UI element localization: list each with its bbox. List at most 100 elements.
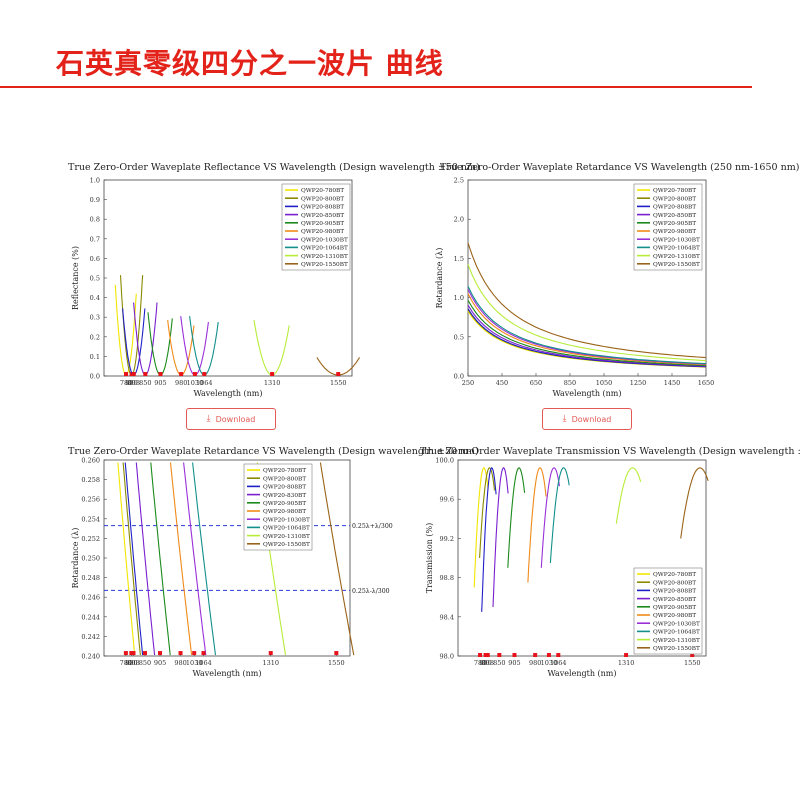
y-tick-label: 99.6 (440, 496, 454, 504)
legend-entry: QWP20-1064BT (653, 246, 700, 252)
y-tick-label: 0.2 (90, 333, 100, 341)
x-tick-label: 1250 (630, 379, 647, 387)
reflectance-chart: 0.0 0.1 0.2 0.3 0.4 0.5 0.6 0.7 0.8 0.9 1.0 7808008… (71, 177, 361, 398)
legend-entry: QWP20-980BT (263, 509, 306, 515)
x-tick-label: 1050 (596, 379, 613, 387)
x-axis-label: Wavelength (nm) (547, 669, 616, 678)
retardance-zoom-design-marker (268, 651, 273, 656)
x-tick-label: 905 (508, 659, 520, 667)
reflectance-design-marker (202, 372, 207, 377)
retardance-zoom-design-marker (178, 651, 183, 656)
retardance-series-line (467, 308, 707, 368)
transmission-design-marker (485, 653, 490, 658)
legend-entry: QWP20-800BT (301, 196, 344, 202)
chart-title-transmission: True Zero-Order Waveplate Transmission V… (420, 446, 800, 457)
retardance-zoom-design-marker (143, 651, 147, 656)
y-tick-label: 100.0 (435, 457, 454, 465)
x-tick-label: 780 (120, 659, 132, 667)
reflectance-design-marker (143, 372, 148, 377)
x-tick-label: 1310 (264, 379, 281, 387)
y-tick-label: 0.242 (81, 633, 100, 641)
x-tick-label: 650 (530, 379, 542, 387)
download-button-retardance[interactable]: ⤓ Download (542, 408, 632, 430)
transmission-series-line (615, 467, 642, 524)
transmission-design-marker (546, 653, 551, 658)
chart-title-reflectance: True Zero-Order Waveplate Reflectance VS… (68, 162, 480, 173)
legend-entry: QWP20-1550BT (653, 262, 700, 268)
x-tick-label: 1310 (262, 659, 279, 667)
legend-entry: QWP20-1550BT (301, 262, 348, 268)
legend-entry: QWP20-905BT (653, 221, 696, 227)
x-tick-label: 1310 (618, 659, 635, 667)
x-tick-label: 780 (474, 659, 486, 667)
retardance-zoom-design-marker (123, 651, 128, 656)
transmission-design-marker (497, 653, 502, 658)
y-tick-label: 0.254 (81, 515, 100, 523)
page-title: 石英真零级四分之一波片 曲线 (56, 47, 444, 80)
x-tick-label: 1064 (196, 379, 213, 387)
retardance-zoom-design-marker (129, 651, 134, 656)
legend-entry: QWP20-808BT (653, 205, 696, 211)
x-tick-label: 850 (564, 379, 576, 387)
legend-entry: QWP20-780BT (653, 188, 696, 194)
x-tick-label: 905 (154, 659, 166, 667)
retardance-zoom-series-line (124, 462, 144, 656)
chart-title-retardance-wide: True Zero-Order Waveplate Retardance VS … (440, 162, 800, 173)
x-tick-label: 1030 (541, 659, 558, 667)
chart-title-retardance-zoom: True Zero-Order Waveplate Retardance VS … (68, 446, 479, 457)
y-tick-label: 0.0 (90, 373, 100, 381)
x-axis-label: Wavelength (nm) (193, 389, 262, 398)
transmission-design-marker (624, 653, 629, 658)
x-tick-label: 780 (120, 379, 132, 387)
retardance-zoom-design-marker (192, 651, 197, 656)
legend-entry: QWP20-905BT (653, 605, 696, 611)
legend-entry: QWP20-780BT (653, 572, 696, 578)
y-tick-label: 0.1 (90, 353, 100, 361)
x-tick-label: 808 (127, 659, 139, 667)
y-tick-label: 1.0 (90, 177, 100, 185)
x-tick-label: 1550 (328, 659, 345, 667)
retardance-zoom-series-line (117, 462, 136, 656)
y-axis-label: Retardance (λ) (435, 248, 444, 309)
transmission-design-marker (690, 653, 695, 658)
download-button-reflectance[interactable]: ⤓ Download (186, 408, 276, 430)
x-tick-label: 1064 (550, 659, 567, 667)
legend-entry: QWP20-905BT (301, 221, 344, 227)
legend-entry: QWP20-1550BT (653, 646, 700, 652)
download-icon: ⤓ (562, 414, 567, 424)
x-tick-label: 980 (175, 379, 187, 387)
legend-entry: QWP20-800BT (653, 580, 696, 586)
retardance-zoom-series-line (183, 462, 207, 656)
legend-entry: QWP20-1030BT (263, 517, 310, 523)
legend-entry: QWP20-1030BT (301, 237, 348, 243)
y-axis-label: Transmission (%) (425, 523, 434, 593)
legend-entry: QWP20-1310BT (263, 534, 310, 540)
y-tick-label: 1.0 (454, 294, 464, 302)
transmission-design-marker (512, 653, 517, 658)
y-axis-label: Reflectance (%) (71, 246, 80, 310)
x-tick-label: 850 (139, 659, 151, 667)
legend-entry: QWP20-850BT (653, 597, 696, 603)
transmission-design-marker (556, 653, 561, 658)
reflectance-design-marker (179, 372, 184, 377)
legend-entry: QWP20-800BT (263, 476, 306, 482)
legend-entry: QWP20-800BT (653, 196, 696, 202)
legend-entry: QWP20-1310BT (653, 254, 700, 260)
retardance-zoom-design-marker (158, 651, 163, 656)
x-tick-label: 250 (462, 379, 474, 387)
y-tick-label: 1.5 (454, 255, 464, 263)
x-tick-label: 800 (125, 379, 137, 387)
x-tick-label: 808 (128, 379, 140, 387)
reflectance-design-marker (124, 372, 129, 377)
legend-entry: QWP20-1030BT (653, 237, 700, 243)
x-tick-label: 850 (139, 379, 151, 387)
y-tick-label: 0.4 (90, 294, 100, 302)
retardance-zoom-series-line (150, 462, 171, 656)
x-tick-label: 905 (154, 379, 166, 387)
x-tick-label: 1650 (698, 379, 715, 387)
y-tick-label: 0.0 (454, 373, 464, 381)
y-tick-label: 0.240 (81, 653, 100, 661)
x-tick-label: 450 (496, 379, 508, 387)
download-icon: ⤓ (206, 414, 211, 424)
retardance-series-line (467, 242, 707, 359)
